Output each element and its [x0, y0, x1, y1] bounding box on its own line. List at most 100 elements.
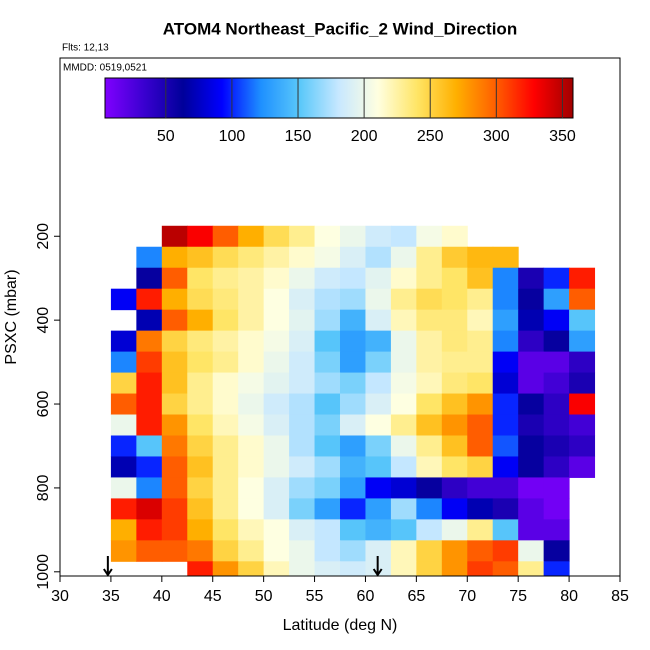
heatmap-cell: [390, 288, 417, 311]
heatmap-cell: [467, 393, 494, 416]
heatmap-cell: [340, 456, 366, 478]
heatmap-cell: [289, 288, 316, 311]
heatmap-cell: [467, 372, 494, 395]
heatmap-cell: [569, 393, 596, 416]
heatmap-cell: [289, 309, 316, 332]
heatmap-cell: [340, 267, 366, 290]
heatmap-cell: [212, 393, 239, 416]
heatmap-cell: [390, 351, 417, 374]
heatmap-cell: [212, 519, 239, 541]
heatmap-cell: [390, 246, 417, 269]
heatmap-cell: [289, 498, 316, 520]
heatmap-cell: [161, 414, 188, 436]
heatmap-cell: [416, 351, 443, 374]
heatmap-cell: [518, 351, 545, 374]
heatmap-cell: [390, 225, 417, 248]
annotation: Flts: 12,13: [62, 43, 109, 54]
heatmap-cell: [365, 288, 392, 311]
heatmap-cell: [390, 393, 417, 416]
heatmap-cell: [441, 393, 468, 416]
heatmap-cell: [365, 540, 392, 562]
heatmap-cell: [569, 330, 596, 353]
heatmap-cell: [543, 372, 570, 395]
heatmap-cell: [110, 414, 137, 436]
heatmap-cell: [543, 414, 570, 436]
heatmap-cell: [314, 267, 341, 290]
heatmap-cell: [187, 225, 214, 248]
heatmap-cell: [187, 414, 214, 436]
x-tick-label: 70: [458, 588, 476, 605]
heatmap-cell: [289, 435, 316, 457]
heatmap-cell: [263, 267, 290, 290]
heatmap-cell: [492, 246, 519, 269]
heatmap-cell: [136, 246, 163, 269]
heatmap-cell: [518, 498, 545, 520]
heatmap-cell: [340, 393, 366, 416]
heatmap-cell: [441, 351, 468, 374]
heatmap-cell: [110, 540, 137, 562]
heatmap-cell: [110, 393, 137, 416]
colorbar-tick-label: 300: [483, 128, 510, 145]
heatmap-cell: [289, 372, 316, 395]
colorbar-tick-label: 200: [351, 128, 378, 145]
heatmap-cell: [416, 498, 443, 520]
heatmap-cell: [441, 372, 468, 395]
heatmap-cell: [212, 561, 239, 576]
heatmap-cell: [416, 456, 443, 478]
heatmap-cell: [416, 246, 443, 269]
heatmap-cell: [518, 456, 545, 478]
heatmap-cell: [492, 330, 519, 353]
heatmap-cell: [314, 393, 341, 416]
heatmap-cell: [263, 456, 290, 478]
heatmap-cell: [110, 498, 137, 520]
heatmap-cell: [543, 540, 570, 562]
colorbar-tick-label: 350: [549, 128, 576, 145]
heatmap-cell: [212, 246, 239, 269]
plot-frame: [59, 57, 621, 577]
heatmap-cell: [136, 372, 163, 395]
heatmap-cell: [212, 309, 239, 332]
heatmap-cell: [441, 309, 468, 332]
heatmap-cell: [314, 519, 341, 541]
heatmap-cell: [110, 288, 137, 311]
heatmap-cell: [416, 435, 443, 457]
heatmap-cell: [340, 498, 366, 520]
heatmap-cell: [340, 288, 366, 311]
heatmap-cell: [161, 267, 188, 290]
heatmap-cell: [314, 330, 341, 353]
heatmap-cell: [161, 498, 188, 520]
heatmap-cell: [289, 351, 316, 374]
heatmap-cell: [263, 393, 290, 416]
y-tick-label: 200: [35, 223, 52, 250]
heatmap-cell: [212, 414, 239, 436]
heatmap-cell: [543, 393, 570, 416]
heatmap-cell: [238, 561, 265, 576]
heatmap-cell: [569, 288, 596, 311]
heatmap-cell: [416, 561, 443, 576]
heatmap-cell: [187, 372, 214, 395]
x-tick-label: 85: [611, 588, 629, 605]
heatmap-cell: [161, 372, 188, 395]
heatmap-cell: [340, 561, 366, 576]
heatmap-cell: [416, 540, 443, 562]
heatmap-cell: [492, 309, 519, 332]
heatmap-cell: [416, 267, 443, 290]
heatmap-cell: [518, 267, 545, 290]
heatmap-cell: [543, 435, 570, 457]
heatmap-cell: [390, 414, 417, 436]
heatmap-cell: [365, 309, 392, 332]
heatmap-cell: [110, 456, 137, 478]
heatmap-cell: [467, 498, 494, 520]
heatmap-cell: [467, 519, 494, 541]
heatmap-cell: [187, 435, 214, 457]
heatmap-cell: [289, 540, 316, 562]
heatmap-cell: [314, 540, 341, 562]
heatmap-cell: [340, 519, 366, 541]
heatmap-cell: [212, 498, 239, 520]
chart-title: ATOM4 Northeast_Pacific_2 Wind_Direction: [163, 19, 517, 38]
heatmap-cell: [543, 330, 570, 353]
heatmap-cell: [569, 267, 596, 290]
heatmap-cell: [365, 372, 392, 395]
x-tick-label: 35: [102, 588, 120, 605]
heatmap-cell: [441, 561, 468, 576]
